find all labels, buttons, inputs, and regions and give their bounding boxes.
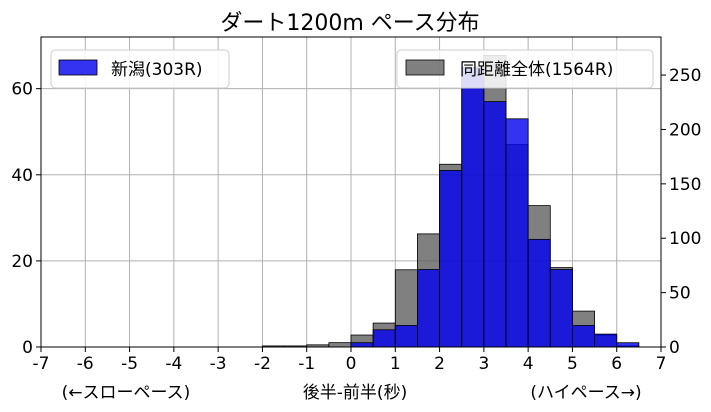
legend-right: 同距離全体(1564R) [396, 49, 654, 89]
y-right-tick-label: 200 [669, 120, 701, 140]
bar [549, 269, 573, 348]
legend-right-swatch [405, 59, 445, 76]
x-tick-label: -4 [165, 354, 182, 374]
x-tick-label: -6 [77, 354, 94, 374]
x-tick-label: 0 [346, 354, 357, 374]
y-right-tick-label: 150 [669, 175, 701, 195]
y-right-tick-label: 250 [669, 66, 701, 86]
y-left-tick-label: 20 [11, 252, 33, 272]
bar [394, 325, 418, 348]
bar [328, 342, 352, 348]
chart-title: ダート1200m ペース分布 [220, 11, 479, 36]
x-axis-label: 後半-前半(秒) [303, 383, 407, 403]
bar [372, 329, 396, 348]
legend-left-box [50, 49, 230, 89]
x-tick-label: -2 [254, 354, 271, 374]
y-right-tick-label: 100 [669, 229, 701, 249]
bar [439, 170, 463, 348]
y-left-tick-label: 60 [11, 80, 33, 100]
x-tick-label: 7 [656, 354, 667, 374]
x-tick-label: -3 [210, 354, 227, 374]
y-right-tick-label: 50 [669, 284, 691, 304]
bar [483, 101, 507, 348]
bar [350, 342, 374, 348]
bar [505, 118, 529, 348]
x-tick-label: -5 [121, 354, 138, 374]
bar [461, 66, 485, 348]
y-right-tick-label: 0 [669, 338, 680, 358]
x-tick-label: -1 [298, 354, 315, 374]
y-left-tick-label: 0 [22, 338, 33, 358]
bar [527, 238, 551, 348]
bar [417, 269, 440, 348]
x-tick-label: 1 [390, 354, 401, 374]
x-tick-label: 2 [434, 354, 445, 374]
legend-left: 新潟(303R) [50, 49, 230, 89]
legend-left-label: 新潟(303R) [111, 60, 203, 80]
series-niigata-bars [350, 66, 640, 348]
x-tick-label: -7 [33, 354, 50, 374]
legend-left-swatch [58, 59, 98, 76]
y-left-tick-label: 40 [11, 166, 33, 186]
x-tick-label: 5 [567, 354, 578, 374]
bar [616, 342, 640, 348]
x-tick-label: 6 [611, 354, 622, 374]
bar [572, 325, 595, 348]
x-tick-label: 3 [478, 354, 489, 374]
x-axis-label-fast: (ハイペース→) [530, 383, 641, 403]
legend-right-label: 同距離全体(1564R) [460, 60, 613, 80]
x-axis-ticks: -7 -6 -5 -4 -3 -2 -1 0 1 2 3 4 5 6 7 [33, 347, 667, 374]
bar [594, 333, 618, 348]
x-tick-label: 4 [523, 354, 534, 374]
legend-right-box [396, 49, 654, 89]
x-axis-label-slow: (←スローペース) [62, 383, 191, 403]
y-axis-right-ticks: 0 50 100 150 200 250 [661, 66, 701, 358]
y-axis-left-ticks: 0 20 40 60 [11, 80, 41, 358]
